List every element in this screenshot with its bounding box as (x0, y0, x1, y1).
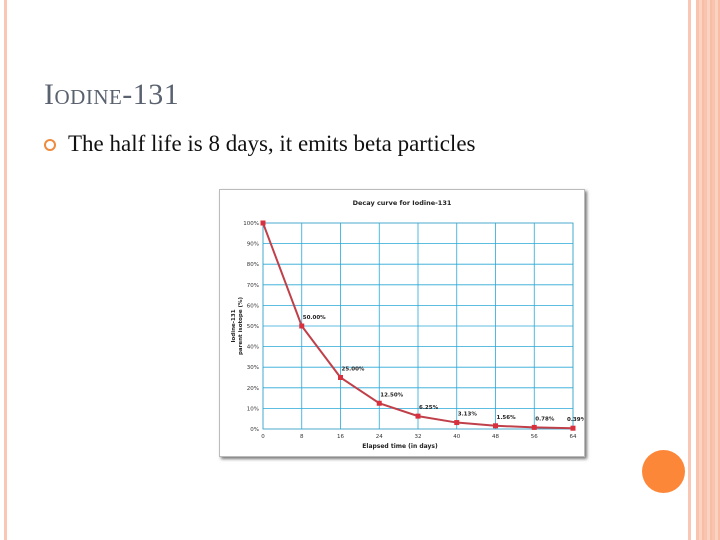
y-tick-label: 60% (247, 303, 259, 309)
y-tick-label: 30% (247, 365, 259, 371)
right-border-line (688, 0, 691, 540)
x-tick-label: 16 (337, 434, 344, 440)
y-tick-label: 90% (247, 242, 259, 248)
data-point (454, 420, 460, 426)
chart-image: Decay curve for Iodine-131 Elapsed time … (219, 189, 587, 457)
data-point (299, 323, 305, 329)
data-label: 0.39% (567, 417, 584, 423)
x-tick-label: 24 (376, 434, 383, 440)
y-tick-label: 20% (247, 386, 259, 392)
data-point (260, 220, 266, 226)
y-tick-label: 10% (247, 406, 259, 412)
slide-title: Iodine-131 (44, 78, 180, 111)
y-tick-label: 0% (250, 427, 259, 433)
x-tick-label: 56 (531, 434, 538, 440)
y-tick-label: 100% (243, 221, 259, 227)
data-point (415, 413, 421, 419)
y-tick-label: 70% (247, 283, 259, 289)
y-axis-label-line1: Iodine-131 (231, 309, 237, 342)
y-tick-label: 40% (247, 345, 259, 351)
decorative-circle (642, 450, 685, 493)
x-tick-label: 48 (492, 434, 499, 440)
data-label: 3.13% (458, 412, 478, 418)
x-tick-label: 32 (415, 434, 422, 440)
y-axis-label-line2: parent isotope (%) (238, 297, 244, 356)
x-tick-label: 64 (570, 434, 577, 440)
y-tick-label: 50% (247, 324, 259, 330)
left-border (4, 0, 7, 540)
data-point (570, 425, 576, 431)
bullet-text: The half life is 8 days, it emits beta p… (68, 131, 476, 156)
y-tick-label: 80% (247, 262, 259, 268)
bullet-icon (44, 139, 56, 151)
x-tick-label: 40 (453, 434, 460, 440)
data-point (493, 423, 498, 429)
x-axis-label: Elapsed time (in days) (362, 443, 438, 450)
data-label: 6.25% (419, 405, 439, 411)
decay-chart: Decay curve for Iodine-131 Elapsed time … (231, 199, 587, 450)
chart-title: Decay curve for Iodine-131 (353, 199, 452, 207)
bullet-item: The half life is 8 days, it emits beta p… (44, 131, 476, 157)
x-tick-label: 8 (300, 434, 304, 440)
x-tick-label: 0 (261, 434, 265, 440)
data-label: 12.50% (380, 392, 403, 398)
data-point (338, 375, 343, 380)
data-label: 25.00% (342, 367, 365, 373)
data-label: 50.00% (303, 315, 326, 321)
data-point (376, 400, 382, 406)
right-decorative-band (696, 0, 720, 540)
data-point (531, 424, 537, 430)
data-label: 1.56% (497, 415, 517, 421)
data-label: 0.78% (535, 416, 555, 422)
